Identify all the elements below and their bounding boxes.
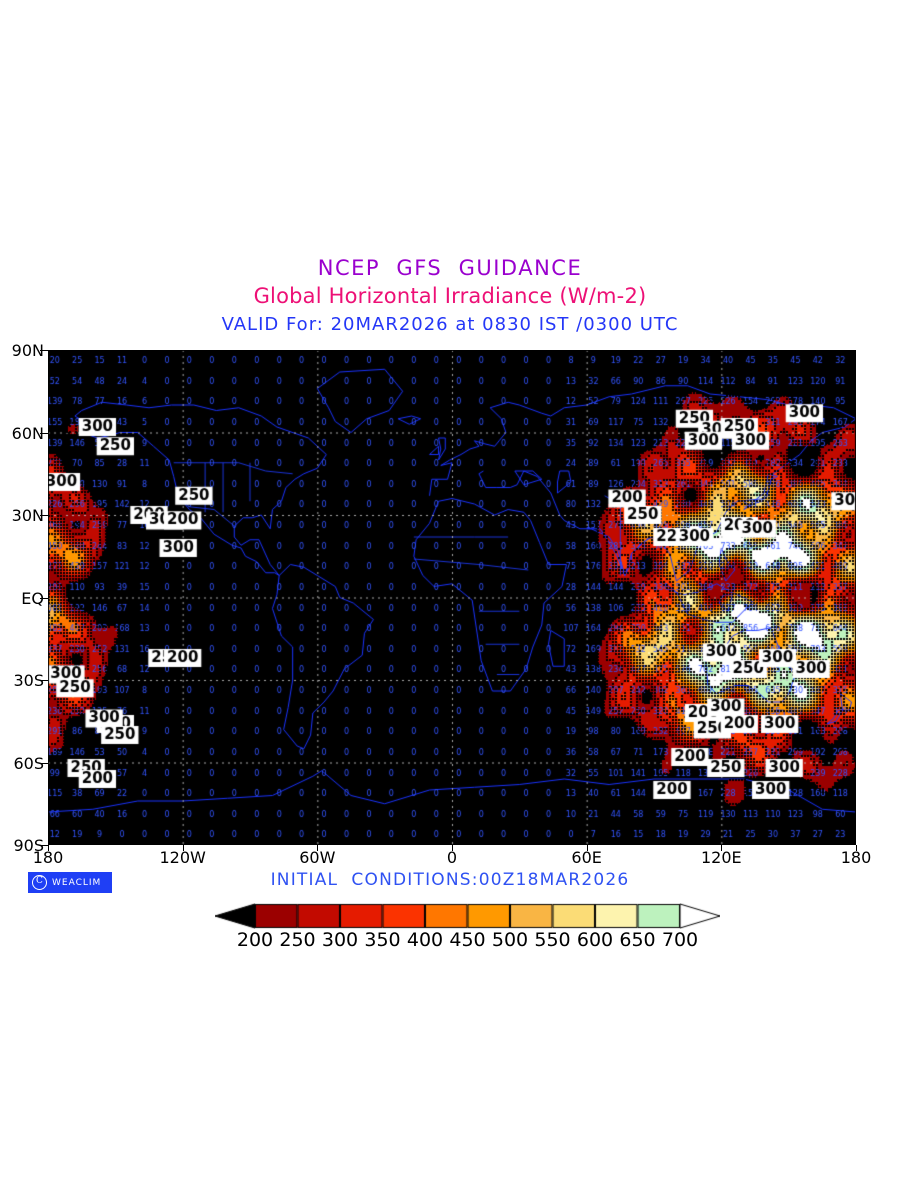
colorbar-tick-600: 600 (576, 929, 614, 951)
y-axis-tick (40, 597, 48, 599)
x-axis-tick (48, 845, 49, 851)
y-axis-label-60n: 60N (11, 423, 44, 443)
colorbar-tick-350: 350 (364, 929, 401, 951)
page-title: NCEP GFS GUIDANCE (317, 256, 583, 280)
y-axis-tick (40, 432, 48, 434)
y-axis-tick (40, 845, 48, 846)
y-axis-label-eq: EQ (21, 588, 44, 608)
y-axis-label-90n: 90N (11, 341, 44, 360)
colorbar-swatches (215, 903, 720, 929)
map-canvas (48, 350, 856, 845)
colorbar-tick-650: 650 (619, 929, 656, 951)
x-axis-label-0: 0 (446, 848, 458, 867)
logo-label: WEACLIM (52, 877, 102, 888)
colorbar-tick-450: 450 (449, 929, 486, 951)
colorbar-tick-200: 200 (236, 929, 274, 951)
colorbar: 200 250 300 350 400 450 500 550 600 650 700 (215, 903, 720, 953)
colorbar-tick-700: 700 (661, 929, 699, 951)
x-axis-tick (182, 845, 184, 851)
page-subtitle: Global Horizontal Irradiance (W/m-2) (253, 284, 647, 308)
valid-time-line: VALID For: 20MAR2026 at 0830 IST /0300 U… (221, 314, 679, 335)
x-axis-label-120w: 120W (159, 848, 206, 867)
y-axis-tick (40, 350, 48, 351)
y-axis-label-30n: 30N (11, 506, 44, 525)
x-axis-tick (721, 845, 723, 851)
y-axis-tick (40, 680, 48, 681)
x-axis-label-180: 180 (840, 848, 872, 867)
y-axis-tick (40, 762, 48, 764)
x-axis-tick (856, 845, 857, 851)
y-axis-label-90s: 90S (13, 836, 44, 855)
colorbar-tick-300: 300 (321, 929, 359, 951)
copyright-icon: C (32, 875, 47, 890)
x-axis-tick (452, 845, 453, 851)
colorbar-tick-labels: 200 250 300 350 400 450 500 550 600 650 700 (215, 929, 720, 953)
title-block: NCEP GFS GUIDANCE Global Horizontal Irra… (0, 255, 900, 339)
x-axis-label-60w: 60W (299, 848, 336, 867)
y-axis-label-60s: 60S (13, 753, 44, 773)
colorbar-tick-500: 500 (491, 929, 529, 951)
x-axis-label-180: 180 (32, 848, 64, 867)
x-axis-label-60e: 60E (571, 848, 602, 867)
colorbar-tick-400: 400 (406, 929, 444, 951)
world-irradiance-map (48, 350, 856, 845)
x-axis-tick (317, 845, 319, 851)
initial-conditions-label: INITIAL CONDITIONS:00Z18MAR2026 (270, 870, 630, 890)
colorbar-tick-550: 550 (534, 929, 571, 951)
colorbar-tick-250: 250 (279, 929, 316, 951)
x-axis-label-120e: 120E (701, 848, 742, 867)
x-axis-tick (586, 845, 588, 851)
y-axis-tick (40, 515, 48, 516)
y-axis-label-30s: 30S (13, 671, 44, 690)
weaclim-logo: C WEACLIM (28, 872, 112, 893)
